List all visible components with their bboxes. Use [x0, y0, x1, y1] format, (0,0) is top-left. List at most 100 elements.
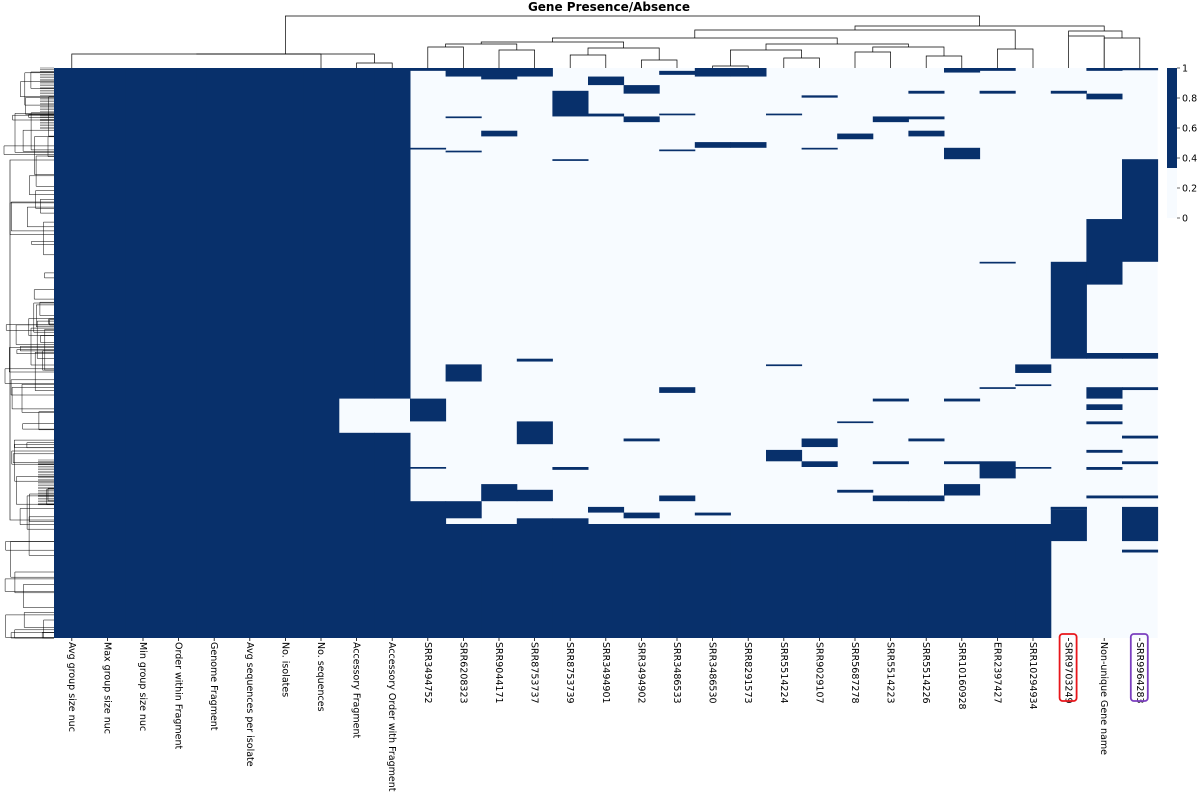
- heatmap-cell-13-3: [801, 461, 838, 467]
- heatmap-cell-13-0: [801, 95, 838, 98]
- heatmap-cell-14-2: [837, 489, 874, 493]
- col-link-pair-7: [925, 55, 963, 68]
- row-link-49: [44, 272, 54, 279]
- heatmap-cell-9-4: [659, 495, 696, 502]
- heatmap-cell-10-2: [694, 512, 731, 516]
- heatmap-cell-16-3: [908, 438, 945, 442]
- heatmap-cell-16-2: [908, 130, 945, 137]
- heatmap-cell-16-4: [908, 495, 945, 502]
- column-label-17: SRR3486533: [671, 642, 682, 704]
- column-dendrogram: [71, 15, 1141, 68]
- row-link-23: [9, 202, 54, 235]
- row-link-56: [44, 329, 54, 371]
- heatmap-cells: [54, 68, 1159, 638]
- row-link-52: [28, 318, 54, 336]
- colorbar-tick-label-5: 0: [1182, 214, 1188, 225]
- colorbar: 1 0.8 0.6 0.4 0.2 0: [1167, 64, 1197, 225]
- heatmap-cell-5-0: [516, 68, 553, 77]
- heatmap-cell-14-0: [837, 133, 874, 140]
- column-label-29: Non-unique Gene name: [1098, 642, 1109, 755]
- row-link-64: [25, 97, 54, 115]
- row-link-43: [3, 145, 54, 155]
- heatmap-cell-21-4: [1086, 387, 1123, 399]
- col-link-j: [552, 37, 838, 44]
- heatmap-cell-22-6: [1122, 495, 1159, 499]
- column-label-30: SRR9964283: [1134, 642, 1145, 704]
- heatmap-cell-10-0: [694, 68, 731, 77]
- column-label-13: SRR8753737: [529, 642, 540, 704]
- heatmap-column-6: [267, 68, 304, 638]
- heatmap-cell-18-1: [979, 90, 1016, 94]
- column-label-19: SRR8291573: [742, 642, 753, 704]
- row-link-39: [10, 541, 54, 578]
- column-label-4: Genome Fragment: [208, 642, 219, 731]
- col-link-b: [71, 53, 322, 68]
- col-link-pair-9: [1068, 35, 1105, 68]
- highlight-box-0: [1058, 633, 1078, 702]
- column-label-28: SRR9703249: [1063, 642, 1074, 704]
- heatmap-cell-22-2: [1122, 353, 1159, 359]
- heatmap-cell-2-0: [410, 68, 447, 71]
- row-link-8: [47, 136, 54, 157]
- heatmap-cell-12-1: [766, 364, 803, 367]
- row-link-42: [40, 199, 54, 214]
- heatmap-cell-21-9: [1086, 495, 1123, 499]
- row-link-20: [23, 612, 54, 628]
- heatmap-cell-21-1: [1086, 93, 1123, 100]
- col-link-pair-8: [997, 48, 1034, 68]
- row-link-58: [28, 516, 54, 556]
- row-link-61: [21, 384, 54, 413]
- heatmap-cell-8-2: [623, 438, 660, 442]
- row-link-31: [49, 319, 54, 326]
- col-link-pair-2: [569, 54, 607, 68]
- heatmap-cell-9-2: [659, 149, 696, 152]
- column-label-18: SRR3486530: [707, 642, 718, 704]
- heatmap-cell-19-2: [1015, 467, 1052, 469]
- heatmap-cell-1-0: [374, 68, 411, 399]
- heatmap-cell-3-1: [445, 116, 482, 119]
- colorbar-tick-label-4: 0.2: [1182, 184, 1197, 195]
- row-link-24: [43, 221, 54, 256]
- heatmap-cell-14-1: [837, 421, 874, 424]
- column-label-22: SRR5687278: [849, 642, 860, 704]
- heatmap-column-2: [125, 68, 162, 638]
- column-label-20: SRR5514224: [778, 642, 789, 704]
- col-link-a: [356, 62, 393, 68]
- row-link-35: [35, 155, 54, 187]
- heatmap-cell-3-5: [445, 524, 482, 638]
- column-label-6: No. isolates: [279, 642, 290, 697]
- row-link-48: [16, 476, 54, 505]
- heatmap-cell-22-8: [1122, 549, 1159, 553]
- col-link-pair-3: [641, 59, 678, 68]
- heatmap-cell-17-2: [944, 398, 981, 402]
- heatmap-cell-17-3: [944, 461, 981, 465]
- heatmap-cell-12-2: [766, 449, 803, 462]
- heatmap-cell-20-1: [1050, 261, 1087, 359]
- row-link-44: [22, 423, 54, 430]
- heatmap-cell-18-3: [979, 387, 1016, 389]
- heatmap-cell-3-0: [445, 68, 482, 77]
- column-label-14: SRR8753739: [564, 642, 575, 704]
- heatmap-cell-16-5: [908, 524, 945, 638]
- heatmap-cell-9-5: [659, 524, 696, 638]
- heatmap-cell-5-4: [516, 518, 553, 638]
- row-link-67: [4, 368, 54, 384]
- heatmap-cell-5-1: [516, 358, 553, 362]
- heatmap-cell-18-5: [979, 524, 1016, 638]
- heatmap-cell-13-2: [801, 438, 838, 448]
- row-link-25: [43, 619, 54, 639]
- heatmap-cell-21-8: [1086, 467, 1123, 470]
- heatmap-cell-22-1: [1122, 159, 1159, 262]
- column-labels: Avg group size nuc Max group size nuc Min …: [66, 633, 1149, 792]
- chart-title: Gene Presence/Absence: [528, 0, 690, 14]
- heatmap-cell-2-2: [410, 398, 447, 422]
- heatmap-cell-1-1: [374, 432, 411, 638]
- col-link-g: [872, 46, 945, 56]
- row-link-59: [41, 632, 54, 639]
- heatmap-cell-8-1: [623, 116, 660, 123]
- row-link-69: [33, 289, 54, 300]
- row-link-13: [19, 508, 54, 525]
- heatmap-cell-15-1: [872, 398, 909, 402]
- heatmap-cell-16-1: [908, 116, 945, 120]
- heatmap-cell-10-3: [694, 524, 731, 638]
